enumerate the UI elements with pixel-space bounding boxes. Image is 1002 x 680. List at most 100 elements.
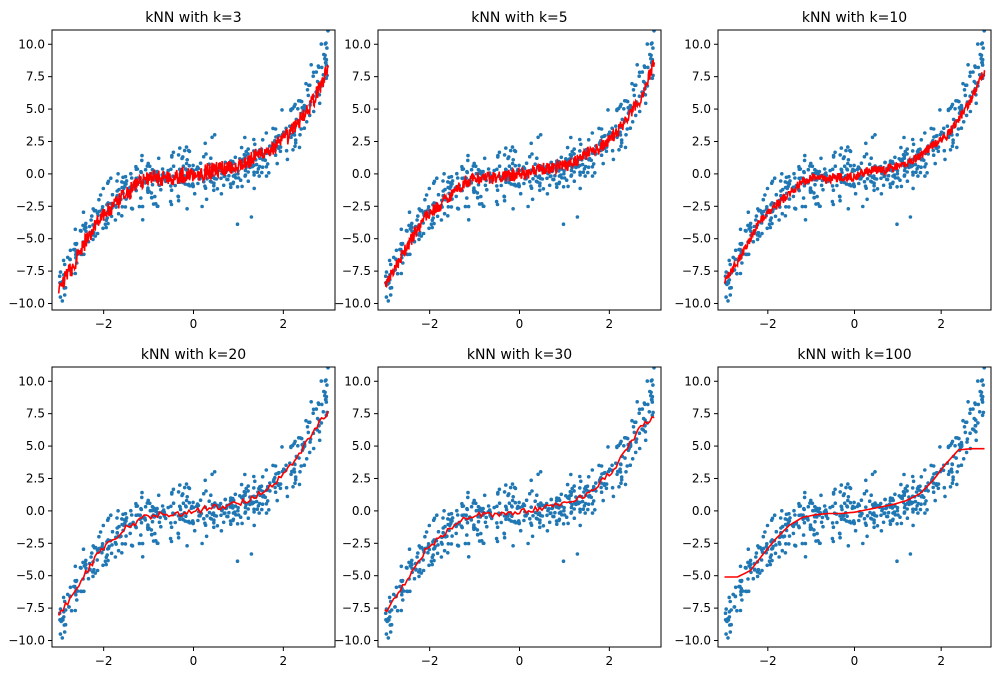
data-point bbox=[302, 126, 307, 130]
data-point bbox=[497, 487, 502, 492]
y-tick-label: −5.0 bbox=[682, 569, 711, 583]
data-point bbox=[499, 520, 504, 525]
data-point bbox=[400, 241, 405, 246]
data-point bbox=[618, 467, 622, 472]
data-point bbox=[252, 486, 256, 490]
data-point bbox=[923, 131, 927, 135]
data-point bbox=[739, 592, 743, 597]
x-tick-label: −2 bbox=[759, 654, 777, 668]
data-point bbox=[517, 505, 522, 510]
data-point bbox=[852, 163, 856, 168]
data-point bbox=[872, 184, 876, 188]
data-point bbox=[554, 519, 559, 523]
data-point bbox=[538, 181, 542, 185]
data-point bbox=[765, 542, 769, 546]
data-point bbox=[604, 149, 609, 154]
data-point bbox=[853, 191, 858, 196]
data-point bbox=[914, 507, 918, 512]
data-point bbox=[614, 124, 618, 128]
data-point bbox=[924, 162, 928, 166]
data-point bbox=[298, 99, 303, 103]
data-point bbox=[819, 520, 824, 525]
data-point bbox=[180, 493, 184, 498]
y-tick-label: 5.0 bbox=[26, 439, 45, 453]
data-point bbox=[528, 179, 532, 184]
data-point bbox=[637, 407, 642, 412]
data-point bbox=[910, 474, 915, 479]
data-point bbox=[314, 70, 319, 74]
data-point bbox=[212, 181, 216, 185]
data-point bbox=[884, 177, 889, 182]
data-point bbox=[285, 494, 290, 499]
data-point bbox=[82, 564, 87, 568]
data-point bbox=[583, 164, 588, 169]
data-point bbox=[529, 505, 533, 510]
data-point bbox=[486, 167, 491, 171]
data-point bbox=[821, 187, 825, 192]
data-point bbox=[100, 542, 105, 546]
data-point bbox=[591, 499, 596, 503]
y-tick-label: 0.0 bbox=[692, 167, 711, 181]
data-point bbox=[427, 523, 432, 528]
data-point bbox=[435, 551, 440, 556]
data-point bbox=[207, 499, 211, 504]
data-point bbox=[308, 440, 312, 444]
data-point bbox=[872, 511, 876, 515]
data-point bbox=[430, 562, 435, 567]
data-point bbox=[228, 498, 233, 503]
data-point bbox=[394, 248, 399, 253]
data-point bbox=[971, 70, 975, 74]
data-point bbox=[950, 144, 955, 148]
y-tick-label: 0.0 bbox=[26, 504, 45, 518]
data-point bbox=[187, 163, 192, 168]
axes-frame bbox=[51, 29, 336, 311]
data-point bbox=[100, 205, 105, 209]
data-point bbox=[212, 525, 216, 530]
data-point bbox=[980, 413, 985, 418]
data-point bbox=[293, 462, 297, 467]
data-point bbox=[846, 161, 850, 166]
data-point bbox=[833, 164, 838, 168]
data-point bbox=[293, 478, 298, 482]
data-point bbox=[518, 528, 523, 533]
y-tick-label: −10.0 bbox=[8, 634, 45, 648]
data-point bbox=[910, 486, 915, 490]
data-point bbox=[417, 570, 421, 574]
y-tick-label: 5.0 bbox=[692, 439, 711, 453]
data-point bbox=[846, 207, 851, 211]
data-point bbox=[528, 516, 532, 521]
data-point bbox=[227, 510, 231, 515]
data-point bbox=[421, 231, 426, 236]
data-point bbox=[733, 594, 738, 598]
data-point bbox=[416, 551, 420, 555]
data-point bbox=[209, 156, 213, 160]
y-tick-label: −2.5 bbox=[16, 199, 45, 213]
data-point bbox=[81, 210, 86, 214]
data-point bbox=[284, 463, 288, 468]
data-point bbox=[538, 470, 543, 474]
data-point bbox=[510, 145, 515, 149]
data-point bbox=[590, 131, 595, 135]
data-point bbox=[631, 88, 636, 92]
data-point bbox=[202, 516, 206, 521]
data-point bbox=[923, 502, 927, 506]
data-point bbox=[466, 490, 470, 495]
data-point bbox=[154, 202, 158, 206]
data-point bbox=[439, 218, 444, 222]
data-point bbox=[137, 541, 142, 546]
data-point bbox=[868, 510, 872, 515]
data-point bbox=[793, 544, 798, 548]
data-point bbox=[973, 423, 978, 428]
data-point bbox=[225, 514, 229, 519]
data-point bbox=[429, 559, 434, 563]
data-point bbox=[562, 505, 566, 510]
data-point bbox=[307, 450, 312, 455]
data-point bbox=[427, 186, 432, 191]
data-point bbox=[116, 211, 121, 216]
data-point bbox=[439, 555, 444, 559]
data-point bbox=[73, 227, 78, 232]
data-point bbox=[205, 514, 209, 518]
data-point bbox=[926, 489, 930, 493]
data-point bbox=[581, 507, 586, 512]
data-point bbox=[637, 94, 642, 98]
